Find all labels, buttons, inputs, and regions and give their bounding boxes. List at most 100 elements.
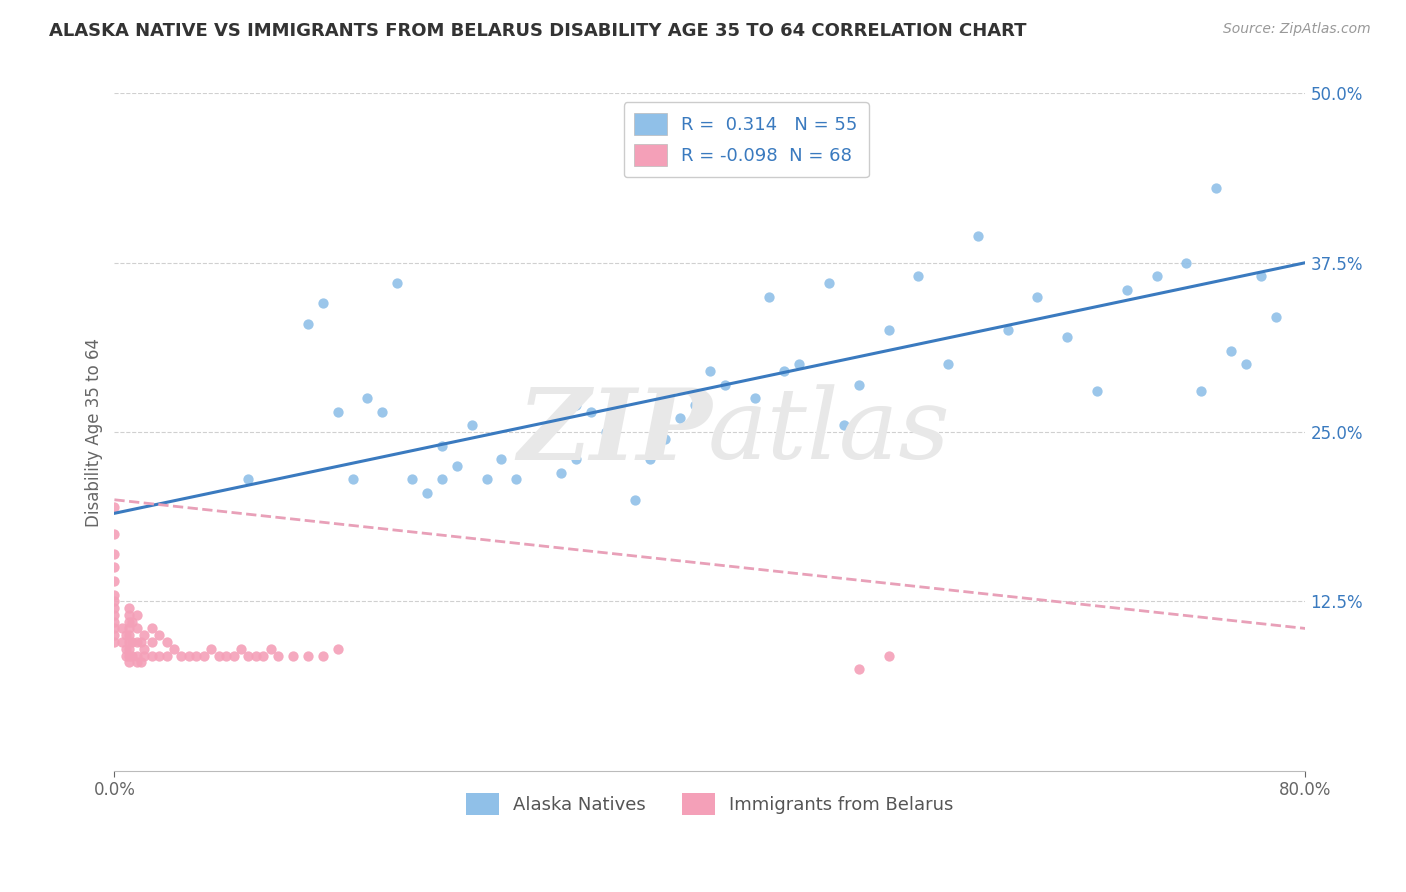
Point [125,607,148,622]
Point [1220,343,1243,358]
Point [491,452,513,467]
Point [163,641,186,656]
Point [118,656,141,670]
Text: Source: ZipAtlas.com: Source: ZipAtlas.com [1223,22,1371,37]
Point [326,641,349,656]
Point [129,635,152,649]
Point [103,526,125,541]
Point [326,405,349,419]
Point [877,648,900,663]
Point [238,472,260,486]
Point [125,648,148,663]
Point [534,425,557,439]
Point [446,458,468,473]
Point [877,323,900,337]
Point [103,601,125,615]
Point [215,648,238,663]
Point [229,641,252,656]
Point [118,635,141,649]
Point [713,377,735,392]
Point [103,615,125,629]
Point [416,486,439,500]
Point [103,588,125,602]
Point [141,622,163,636]
Point [111,635,134,649]
Point [1189,384,1212,399]
Point [520,439,543,453]
Point [460,418,482,433]
Text: atlas: atlas [707,384,950,480]
Point [103,622,125,636]
Point [505,472,527,486]
Point [148,628,170,642]
Point [699,364,721,378]
Point [125,635,148,649]
Point [773,364,796,378]
Point [818,276,841,290]
Point [640,452,662,467]
Text: ZIP: ZIP [517,384,711,480]
Point [103,560,125,574]
Point [430,472,453,486]
Point [1026,289,1049,303]
Point [118,628,141,642]
Point [238,648,260,663]
Point [967,228,990,243]
Point [118,641,141,656]
Point [103,547,125,561]
Point [1146,269,1168,284]
Point [222,648,245,663]
Point [111,622,134,636]
Point [193,648,215,663]
Point [134,648,156,663]
Point [118,607,141,622]
Point [356,391,378,405]
Point [550,466,572,480]
Point [669,411,692,425]
Point [848,377,870,392]
Point [207,648,229,663]
Point [832,418,855,433]
Point [103,500,125,514]
Point [401,472,423,486]
Point [148,648,170,663]
Point [281,648,304,663]
Point [1115,283,1137,297]
Point [595,425,617,439]
Point [297,648,319,663]
Point [125,622,148,636]
Point [848,662,870,676]
Point [1085,384,1108,399]
Point [683,398,706,412]
Point [103,594,125,608]
Point [134,628,156,642]
Point [936,357,959,371]
Point [1175,255,1198,269]
Point [103,574,125,588]
Point [121,635,143,649]
Point [430,439,453,453]
Point [1250,269,1272,284]
Point [758,289,780,303]
Point [115,628,138,642]
Point [312,296,335,310]
Point [907,269,929,284]
Point [565,452,588,467]
Point [387,276,409,290]
Point [121,648,143,663]
Point [141,635,163,649]
Point [565,398,588,412]
Point [141,648,163,663]
Legend: Alaska Natives, Immigrants from Belarus: Alaska Natives, Immigrants from Belarus [460,786,960,822]
Point [118,622,141,636]
Point [475,472,498,486]
Point [579,405,602,419]
Text: ALASKA NATIVE VS IMMIGRANTS FROM BELARUS DISABILITY AGE 35 TO 64 CORRELATION CHA: ALASKA NATIVE VS IMMIGRANTS FROM BELARUS… [49,22,1026,40]
Point [186,648,208,663]
Point [103,607,125,622]
Point [121,615,143,629]
Point [103,628,125,642]
Point [200,641,222,656]
Point [134,641,156,656]
Point [787,357,810,371]
